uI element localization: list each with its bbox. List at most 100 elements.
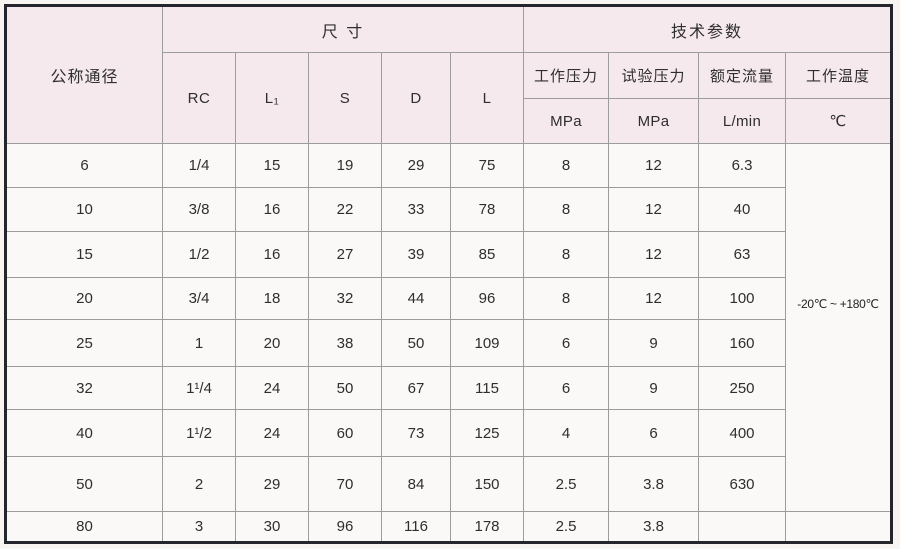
- cell-l: 78: [450, 187, 524, 232]
- cell-dn: 6: [5, 143, 163, 188]
- cell-tp: 9: [608, 366, 699, 410]
- cell-dn: 40: [5, 409, 163, 457]
- cell-l1: 15: [235, 143, 309, 188]
- cell-l: 85: [450, 231, 524, 278]
- cell-d: 29: [381, 143, 451, 188]
- cell-l1: 29: [235, 456, 309, 512]
- cell-tp: 3.8: [608, 456, 699, 512]
- cell-wp: 6: [523, 366, 609, 410]
- cell-s: 32: [308, 277, 382, 320]
- cell-flow: 40: [698, 187, 786, 232]
- cell-flow: 100: [698, 277, 786, 320]
- unit-working-pressure: MPa: [523, 98, 609, 144]
- unit-working-temperature: ℃: [785, 98, 892, 144]
- cell-dn: 25: [5, 319, 163, 367]
- table-row: 25 1 20 38 50 109 6 9 160: [5, 319, 892, 367]
- unit-rated-flow: L/min: [698, 98, 786, 144]
- header-col-rated-flow: 额定流量: [698, 52, 786, 99]
- working-temperature-range: -20℃ ~ +180℃: [797, 297, 879, 311]
- cell-flow: 6.3: [698, 143, 786, 188]
- cell-l1: 30: [235, 511, 309, 543]
- cell-wp: 8: [523, 187, 609, 232]
- cell-rc: 3: [162, 511, 236, 543]
- cell-wp: 8: [523, 231, 609, 278]
- header-technical-group: 技术参数: [523, 5, 892, 53]
- header-col-l1: L₁: [235, 52, 309, 144]
- cell-wp: 8: [523, 277, 609, 320]
- cell-tp: 6: [608, 409, 699, 457]
- table-header: 公称通径 尺 寸 技术参数 RC L₁ S D L 工作压力 试验压力 额定流量…: [5, 5, 892, 144]
- cell-dn: 50: [5, 456, 163, 512]
- cell-tp: 12: [608, 277, 699, 320]
- header-row-groups: 公称通径 尺 寸 技术参数: [5, 5, 892, 144]
- table-row: 32 1¹/4 24 50 67 115 6 9 250: [5, 366, 892, 410]
- table-row: 6 1/4 15 19 29 75 8 12 6.3 -20℃ ~ +180℃: [5, 143, 892, 512]
- cell-s: 22: [308, 187, 382, 232]
- cell-flow: 63: [698, 231, 786, 278]
- cell-l: 75: [450, 143, 524, 188]
- cell-d: 39: [381, 231, 451, 278]
- cell-l1: 20: [235, 319, 309, 367]
- cell-tp: 9: [608, 319, 699, 367]
- cell-dn: 20: [5, 277, 163, 320]
- cell-s: 38: [308, 319, 382, 367]
- cell-flow: 400: [698, 409, 786, 457]
- cell-working-temperature-empty: [785, 511, 892, 543]
- cell-s: 60: [308, 409, 382, 457]
- cell-rc: 1/4: [162, 143, 236, 188]
- cell-rc: 1¹/4: [162, 366, 236, 410]
- header-col-d: D: [381, 52, 451, 144]
- cell-tp: 12: [608, 231, 699, 278]
- cell-tp: 3.8: [608, 511, 699, 543]
- cell-l1: 16: [235, 187, 309, 232]
- cell-l: 150: [450, 456, 524, 512]
- cell-working-temperature-merged: -20℃ ~ +180℃: [785, 143, 892, 512]
- cell-d: 116: [381, 511, 451, 543]
- cell-s: 19: [308, 143, 382, 188]
- cell-l: 115: [450, 366, 524, 410]
- cell-l: 109: [450, 319, 524, 367]
- table-row: 10 3/8 16 22 33 78 8 12 40: [5, 187, 892, 232]
- header-nominal-diameter: 公称通径: [5, 5, 163, 144]
- cell-s: 96: [308, 511, 382, 543]
- cell-l1: 24: [235, 409, 309, 457]
- cell-rc: 1: [162, 319, 236, 367]
- cell-l: 96: [450, 277, 524, 320]
- unit-test-pressure: MPa: [608, 98, 699, 144]
- cell-d: 50: [381, 319, 451, 367]
- cell-s: 27: [308, 231, 382, 278]
- cell-tp: 12: [608, 187, 699, 232]
- cell-s: 50: [308, 366, 382, 410]
- header-row-units: MPa MPa L/min ℃: [6, 98, 892, 144]
- table-row: 40 1¹/2 24 60 73 125 4 6 400: [5, 409, 892, 457]
- header-col-working-pressure: 工作压力: [523, 52, 609, 99]
- cell-d: 44: [381, 277, 451, 320]
- cell-l: 178: [450, 511, 524, 543]
- cell-flow: 250: [698, 366, 786, 410]
- cell-flow: 630: [698, 456, 786, 512]
- cell-wp: 6: [523, 319, 609, 367]
- cell-flow: 160: [698, 319, 786, 367]
- cell-d: 33: [381, 187, 451, 232]
- cell-dn: 32: [5, 366, 163, 410]
- cell-tp: 12: [608, 143, 699, 188]
- cell-l: 125: [450, 409, 524, 457]
- cell-rc: 2: [162, 456, 236, 512]
- header-row-columns: RC L₁ S D L 工作压力 试验压力 额定流量 工作温度: [6, 52, 892, 144]
- table-row: 80 3 30 96 116 178 2.5 3.8: [5, 511, 892, 543]
- header-col-rc: RC: [162, 52, 236, 144]
- cell-s: 70: [308, 456, 382, 512]
- cell-l1: 18: [235, 277, 309, 320]
- cell-wp: 4: [523, 409, 609, 457]
- table-row: 20 3/4 18 32 44 96 8 12 100: [5, 277, 892, 320]
- cell-rc: 3/8: [162, 187, 236, 232]
- cell-dn: 80: [5, 511, 163, 543]
- table-row: 15 1/2 16 27 39 85 8 12 63: [5, 231, 892, 278]
- cell-rc: 1/2: [162, 231, 236, 278]
- header-col-test-pressure: 试验压力: [608, 52, 699, 99]
- cell-wp: 8: [523, 143, 609, 188]
- header-col-s: S: [308, 52, 382, 144]
- cell-wp: 2.5: [523, 511, 609, 543]
- cell-dn: 15: [5, 231, 163, 278]
